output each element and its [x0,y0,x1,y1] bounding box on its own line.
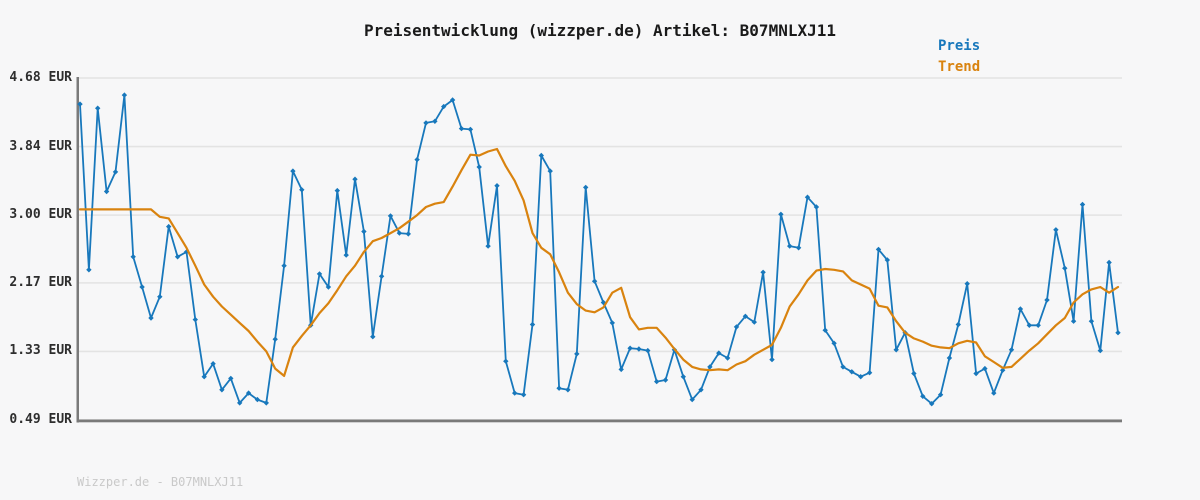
chart-title: Preisentwicklung (wizzper.de) Artikel: B… [363,21,836,40]
x-axis-spine [76,419,1122,423]
y-axis-spine [76,77,79,423]
watermark: Wizzper.de - B07MNLXJ11 [77,475,244,489]
price-line [79,94,1119,405]
legend-item-trend: Trend [938,59,981,75]
legend-item-preis: Preis [938,38,981,54]
y-tick-label: 1.33 EUR [9,343,72,359]
price-point-markers [77,92,1121,407]
trend-line [78,147,1120,377]
y-tick-label: 4.68 EUR [9,70,72,85]
y-tick-label: 3.84 EUR [9,138,72,154]
chart-legend: Preis Trend [938,39,980,81]
y-tick-label: 3.00 EUR [9,207,72,223]
y-tick-label: 2.17 EUR [9,274,72,290]
y-tick-label: 0.49 EUR [9,412,72,427]
